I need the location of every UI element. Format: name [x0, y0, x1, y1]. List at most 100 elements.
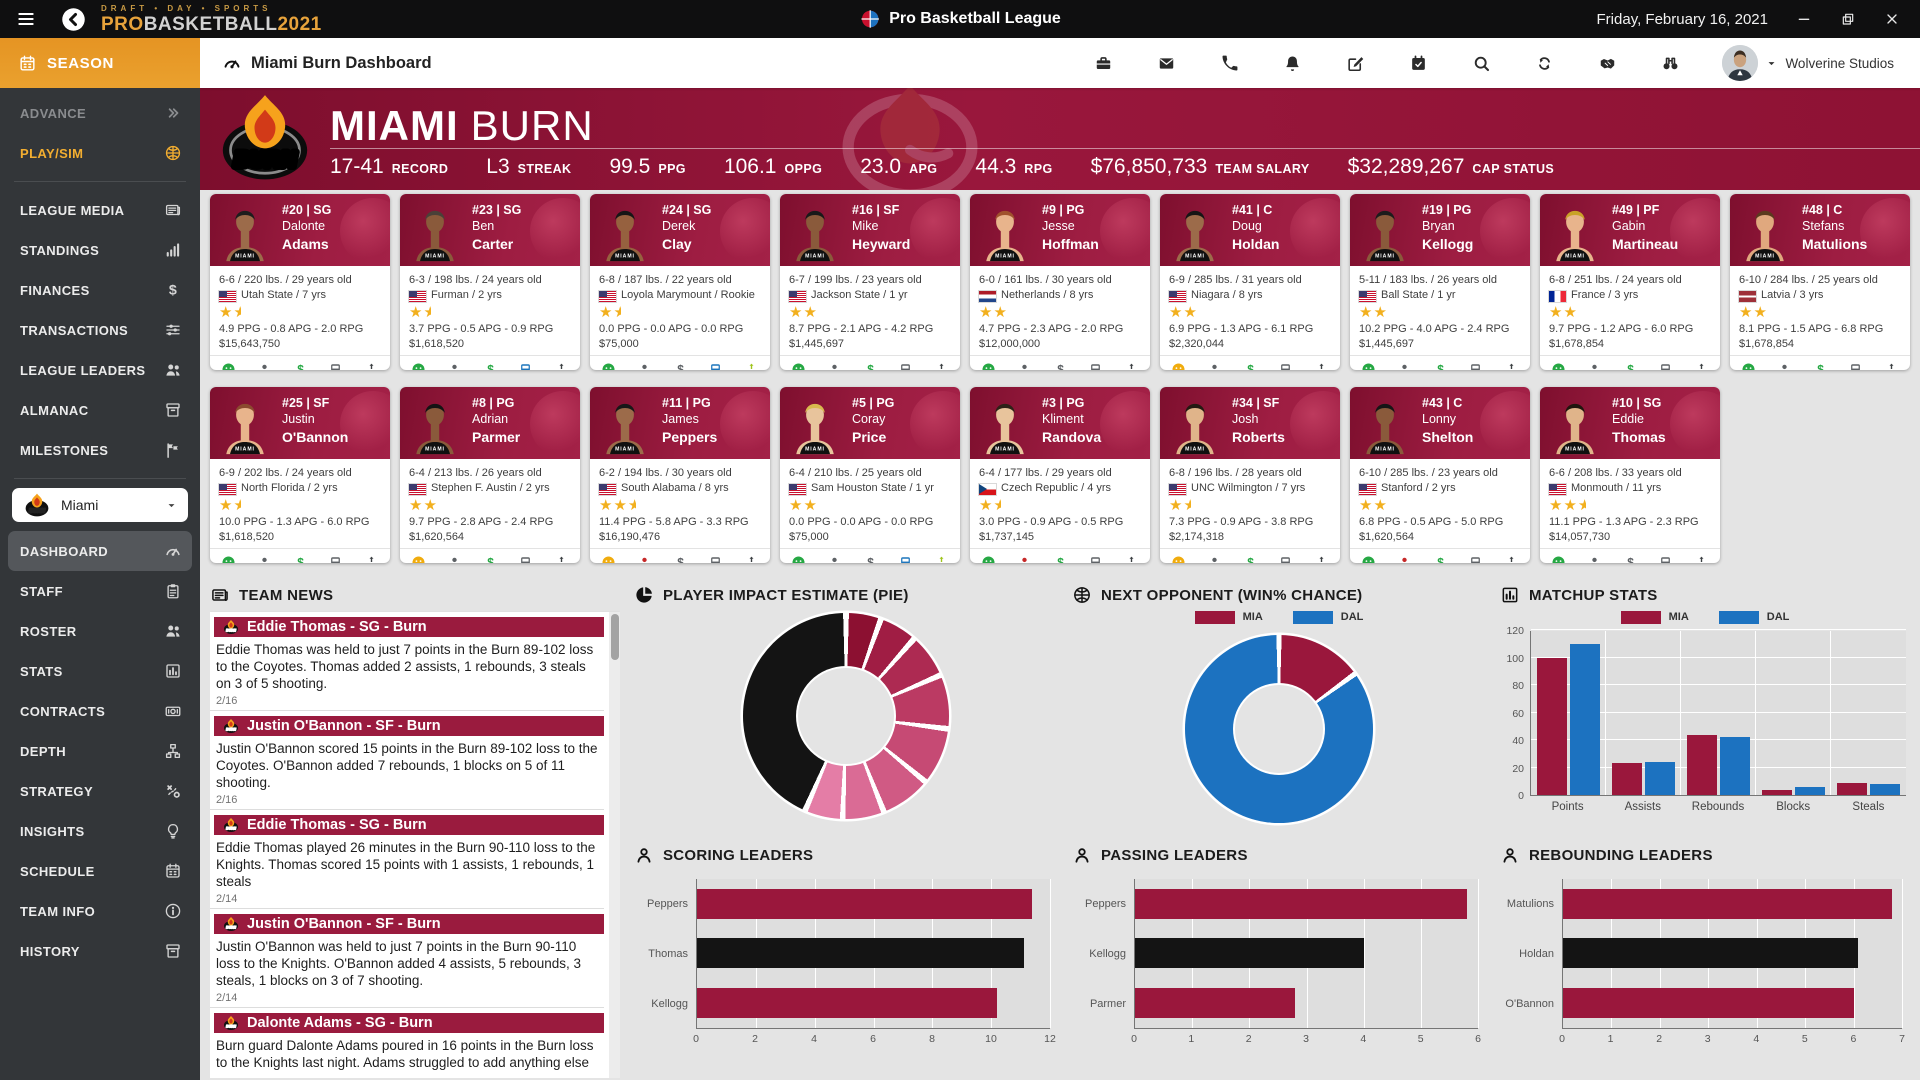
contract-icon[interactable]: $ — [863, 362, 878, 370]
phone-icon[interactable] — [1220, 54, 1239, 73]
sync-icon[interactable] — [1535, 54, 1554, 73]
morale-icon[interactable] — [1171, 555, 1186, 563]
trade-icon[interactable] — [1504, 362, 1519, 370]
travel-icon[interactable] — [1278, 555, 1293, 563]
player-card-adams[interactable]: MIAMI #20 | SG Dalonte Adams 6-6 / 220 l… — [210, 194, 390, 370]
trade-icon[interactable] — [1504, 555, 1519, 563]
sidebar-item-dashboard[interactable]: DASHBOARD — [8, 531, 192, 571]
news-item[interactable]: BURN Dalonte Adams - SG - Burn Burn guard… — [210, 1013, 620, 1074]
player-card-randova[interactable]: MIAMI #3 | PG Kliment Randova 6-4 / 177 … — [970, 387, 1150, 563]
sidebar-item-league-leaders[interactable]: LEAGUE LEADERS — [0, 350, 200, 390]
close-button[interactable] — [1884, 11, 1900, 27]
sidebar-item-depth[interactable]: DEPTH — [0, 731, 200, 771]
news-headline[interactable]: BURN Justin O'Bannon - SF - Burn — [214, 716, 604, 736]
news-item[interactable]: BURN Eddie Thomas - SG - Burn Eddie Thoma… — [210, 617, 620, 711]
contract-icon[interactable]: $ — [673, 555, 688, 563]
contract-icon[interactable]: $ — [1813, 362, 1828, 370]
trade-icon[interactable] — [744, 362, 759, 370]
player-card-thomas[interactable]: MIAMI #10 | SG Eddie Thomas 6-6 / 208 lb… — [1540, 387, 1720, 563]
morale-icon[interactable] — [1741, 362, 1756, 370]
sidebar-item-advance[interactable]: ADVANCE — [0, 93, 200, 133]
search-icon[interactable] — [1472, 54, 1491, 73]
contract-icon[interactable]: $ — [483, 555, 498, 563]
morale-icon[interactable] — [221, 555, 236, 563]
scrollbar[interactable] — [609, 612, 620, 1078]
sidebar-item-history[interactable]: HISTORY — [0, 931, 200, 971]
travel-icon[interactable] — [708, 362, 723, 370]
sidebar-item-schedule[interactable]: SCHEDULE — [0, 851, 200, 891]
calendar-check-icon[interactable] — [1409, 54, 1428, 73]
player-card-hoffman[interactable]: MIAMI #9 | PG Jesse Hoffman 6-0 / 161 lb… — [970, 194, 1150, 370]
trade-icon[interactable] — [364, 555, 379, 563]
sidebar-item-transactions[interactable]: TRANSACTIONS — [0, 310, 200, 350]
morale-icon[interactable] — [221, 362, 236, 370]
contract-icon[interactable]: $ — [1053, 555, 1068, 563]
health-status-icon[interactable] — [447, 362, 462, 370]
travel-icon[interactable] — [1278, 362, 1293, 370]
health-status-icon[interactable] — [1397, 362, 1412, 370]
morale-icon[interactable] — [1551, 362, 1566, 370]
sidebar-item-play-sim[interactable]: PLAY/SIM — [0, 133, 200, 173]
sidebar-season-header[interactable]: SEASON — [0, 38, 200, 88]
health-status-icon[interactable] — [1017, 362, 1032, 370]
contract-icon[interactable]: $ — [1623, 555, 1638, 563]
morale-icon[interactable] — [601, 362, 616, 370]
travel-icon[interactable] — [328, 555, 343, 563]
sidebar-item-league-media[interactable]: LEAGUE MEDIA — [0, 190, 200, 230]
briefcase-icon[interactable] — [1094, 54, 1113, 73]
sidebar-item-team-info[interactable]: TEAM INFO — [0, 891, 200, 931]
health-status-icon[interactable] — [1207, 555, 1222, 563]
news-item[interactable]: BURN Justin O'Bannon - SF - Burn Justin O… — [210, 914, 620, 1008]
travel-icon[interactable] — [328, 362, 343, 370]
morale-icon[interactable] — [791, 362, 806, 370]
player-card-holdan[interactable]: MIAMI #41 | C Doug Holdan 6-9 / 285 lbs.… — [1160, 194, 1340, 370]
player-card-carter[interactable]: MIAMI #23 | SG Ben Carter 6-3 / 198 lbs.… — [400, 194, 580, 370]
player-card-price[interactable]: MIAMI #5 | PG Coray Price 6-4 / 210 lbs.… — [780, 387, 960, 563]
morale-icon[interactable] — [1171, 362, 1186, 370]
travel-icon[interactable] — [898, 555, 913, 563]
player-card-clay[interactable]: MIAMI #24 | SG Derek Clay 6-8 / 187 lbs.… — [590, 194, 770, 370]
morale-icon[interactable] — [981, 555, 996, 563]
binoculars-icon[interactable] — [1661, 54, 1680, 73]
morale-icon[interactable] — [411, 362, 426, 370]
news-headline[interactable]: BURN Eddie Thomas - SG - Burn — [214, 617, 604, 637]
trade-icon[interactable] — [1124, 362, 1139, 370]
scrollbar-thumb[interactable] — [610, 614, 619, 660]
health-status-icon[interactable] — [257, 362, 272, 370]
trade-icon[interactable] — [934, 362, 949, 370]
news-item[interactable]: BURN Justin O'Bannon - SF - Burn Justin O… — [210, 716, 620, 810]
player-card-heyward[interactable]: MIAMI #16 | SF Mike Heyward 6-7 / 199 lb… — [780, 194, 960, 370]
health-status-icon[interactable] — [1587, 362, 1602, 370]
contract-icon[interactable]: $ — [863, 555, 878, 563]
player-card-martineau[interactable]: MIAMI #49 | PF Gabin Martineau 6-8 / 251… — [1540, 194, 1720, 370]
morale-icon[interactable] — [1361, 362, 1376, 370]
contract-icon[interactable]: $ — [1433, 555, 1448, 563]
sidebar-item-almanac[interactable]: ALMANAC — [0, 390, 200, 430]
trade-icon[interactable] — [1314, 555, 1329, 563]
travel-icon[interactable] — [518, 362, 533, 370]
hamburger-menu-icon[interactable] — [14, 9, 38, 29]
sidebar-item-standings[interactable]: STANDINGS — [0, 230, 200, 270]
health-status-icon[interactable] — [1207, 362, 1222, 370]
health-status-icon[interactable] — [1017, 555, 1032, 563]
sidebar-item-finances[interactable]: FINANCES $ — [0, 270, 200, 310]
health-status-icon[interactable] — [1397, 555, 1412, 563]
player-card-peppers[interactable]: MIAMI #11 | PG James Peppers 6-2 / 194 l… — [590, 387, 770, 563]
morale-icon[interactable] — [981, 362, 996, 370]
contract-icon[interactable]: $ — [293, 555, 308, 563]
team-selector[interactable]: BURN Miami — [12, 488, 188, 522]
travel-icon[interactable] — [1658, 555, 1673, 563]
sidebar-item-insights[interactable]: INSIGHTS — [0, 811, 200, 851]
health-status-icon[interactable] — [1587, 555, 1602, 563]
trade-icon[interactable] — [1124, 555, 1139, 563]
trade-icon[interactable] — [1884, 362, 1899, 370]
bell-icon[interactable] — [1283, 54, 1302, 73]
sidebar-item-contracts[interactable]: CONTRACTS — [0, 691, 200, 731]
player-card-roberts[interactable]: MIAMI #34 | SF Josh Roberts 6-8 / 196 lb… — [1160, 387, 1340, 563]
restore-button[interactable] — [1840, 11, 1856, 27]
sidebar-item-stats[interactable]: STATS — [0, 651, 200, 691]
health-status-icon[interactable] — [637, 362, 652, 370]
health-status-icon[interactable] — [827, 555, 842, 563]
travel-icon[interactable] — [1468, 555, 1483, 563]
contract-icon[interactable]: $ — [1623, 362, 1638, 370]
